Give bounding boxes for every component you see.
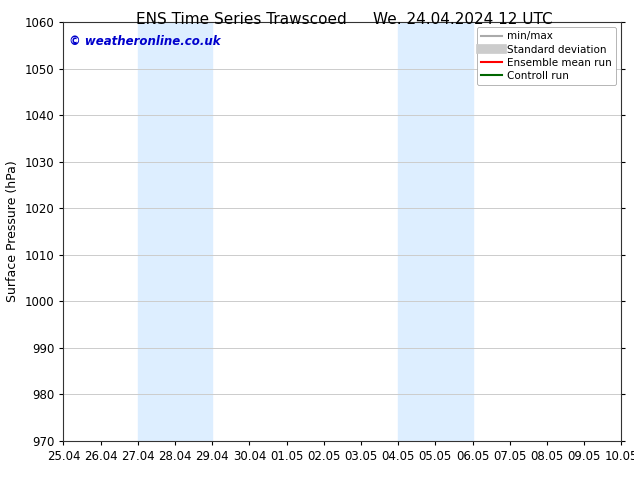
Text: © weatheronline.co.uk: © weatheronline.co.uk xyxy=(69,35,221,48)
Y-axis label: Surface Pressure (hPa): Surface Pressure (hPa) xyxy=(6,161,19,302)
Legend: min/max, Standard deviation, Ensemble mean run, Controll run: min/max, Standard deviation, Ensemble me… xyxy=(477,27,616,85)
Text: We. 24.04.2024 12 UTC: We. 24.04.2024 12 UTC xyxy=(373,12,553,27)
Bar xyxy=(138,22,212,441)
Bar xyxy=(398,22,472,441)
Text: ENS Time Series Trawscoed: ENS Time Series Trawscoed xyxy=(136,12,346,27)
